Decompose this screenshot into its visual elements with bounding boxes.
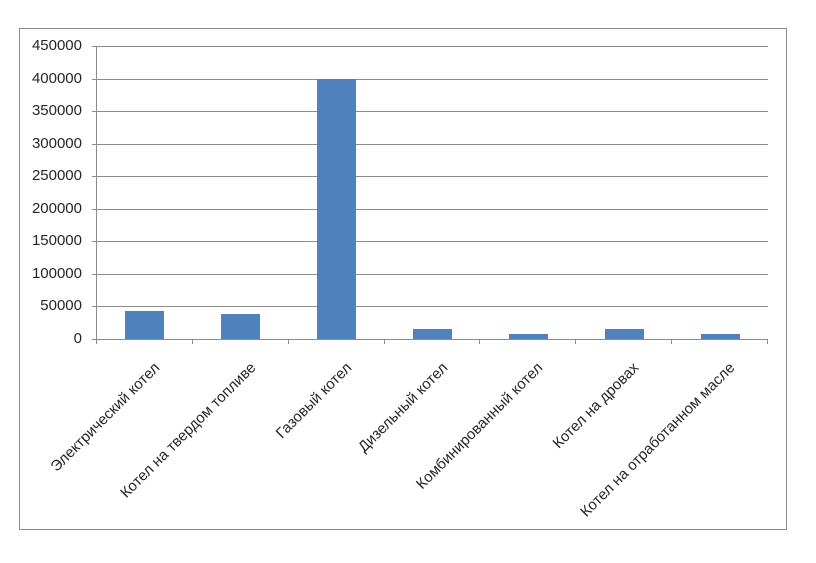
x-axis-tick-mark <box>671 340 672 344</box>
y-axis-tick-label: 300000 <box>31 134 82 152</box>
y-axis-tick-label: 250000 <box>31 167 82 185</box>
gridline-250000 <box>97 176 768 177</box>
bar-Дизельный котел <box>413 329 452 339</box>
bar-Газовый котел <box>317 79 356 339</box>
y-axis-tick-label: 0 <box>73 330 82 347</box>
bar-Котел на твердом топливе <box>221 314 260 339</box>
x-axis-category-label: Комбинированный котел <box>413 359 547 493</box>
gridline-200000 <box>97 209 768 210</box>
y-axis-tick-label: 400000 <box>31 69 82 87</box>
x-axis-tick-mark <box>192 340 193 344</box>
y-axis-tick-mark <box>92 111 97 112</box>
gridline-50000 <box>97 306 768 307</box>
y-axis-tick-mark <box>92 144 97 145</box>
y-axis-tick-label: 200000 <box>31 199 82 217</box>
x-axis-category-label: Котел на твердом топливе <box>116 359 260 502</box>
y-axis-tick-mark <box>92 241 97 242</box>
y-axis-tick-label: 450000 <box>31 37 82 54</box>
y-axis-tick-mark <box>92 46 97 47</box>
plot-area <box>96 46 768 340</box>
gridline-450000 <box>97 46 768 47</box>
gridline-150000 <box>97 241 768 242</box>
x-axis-tick-mark <box>384 340 385 344</box>
bar-Котел на дровах <box>605 329 644 339</box>
x-axis-category-label: Дизельный котел <box>354 359 451 456</box>
y-axis-tick-label: 150000 <box>31 232 82 250</box>
y-axis-tick-label: 100000 <box>31 264 82 282</box>
gridline-400000 <box>97 79 768 80</box>
y-axis-tick-mark <box>92 339 97 340</box>
y-axis-tick-mark <box>92 79 97 80</box>
bar-Котел на отработанном масле <box>701 334 740 339</box>
gridline-300000 <box>97 144 768 145</box>
y-axis-tick-label: 50000 <box>40 297 82 315</box>
bar-Комбинированный котел <box>509 334 548 339</box>
y-axis-tick-mark <box>92 274 97 275</box>
x-axis-tick-mark <box>767 340 768 344</box>
x-axis-tick-mark <box>96 340 97 344</box>
bar-Электрический котел <box>125 311 164 339</box>
y-axis-tick-mark <box>92 306 97 307</box>
y-axis-tick-mark <box>92 209 97 210</box>
x-axis-category-label: Котел на дровах <box>549 359 643 452</box>
gridline-350000 <box>97 111 768 112</box>
y-axis-tick-label: 350000 <box>31 102 82 120</box>
chart-frame: 0 50000 100000 150000 200000 250000 300000 3500… <box>19 28 787 530</box>
y-axis-tick-mark <box>92 176 97 177</box>
x-axis-category-label: Котел на отработанном масле <box>577 359 739 521</box>
gridline-100000 <box>97 274 768 275</box>
x-axis-tick-mark <box>479 340 480 344</box>
x-axis-tick-mark <box>575 340 576 344</box>
x-axis-tick-mark <box>288 340 289 344</box>
x-axis-category-label: Газовый котел <box>272 359 355 442</box>
